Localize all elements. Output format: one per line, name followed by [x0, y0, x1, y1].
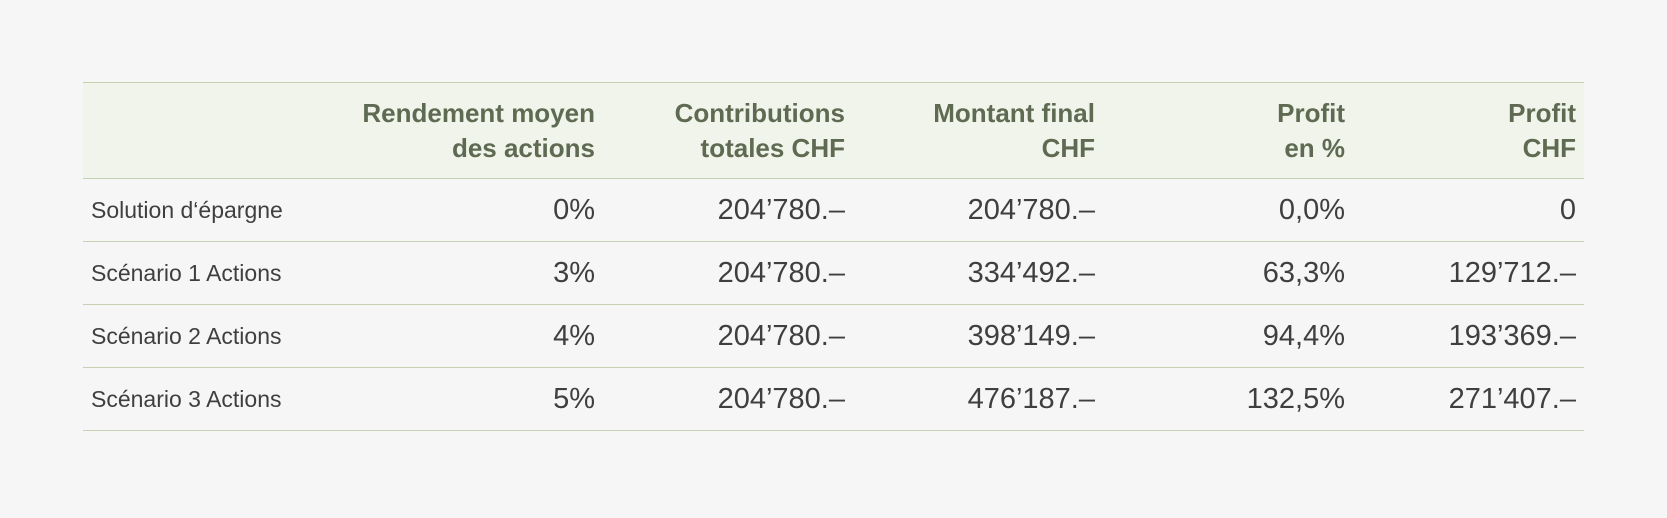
row-label: Scénario 1 Actions [83, 241, 333, 305]
header-line: en % [1284, 132, 1345, 163]
cell-total-contributions: 204’780.– [603, 241, 853, 305]
table-row: Scénario 3 Actions 5% 204’780.– 476’187.… [83, 367, 1584, 431]
cell-profit-percent: 63,3% [1103, 241, 1353, 305]
cell-profit-percent: 132,5% [1103, 367, 1353, 431]
table-row: Scénario 1 Actions 3% 204’780.– 334’492.… [83, 241, 1584, 305]
header-average-return: Rendement moyen des actions [333, 82, 603, 179]
comparison-table-container: Rendement moyen des actions Contribution… [83, 82, 1584, 431]
cell-profit-percent: 0,0% [1103, 178, 1353, 242]
table-header-row: Rendement moyen des actions Contribution… [83, 82, 1584, 179]
header-line: CHF [1522, 132, 1576, 163]
header-empty-cell [83, 82, 333, 179]
cell-total-contributions: 204’780.– [603, 304, 853, 368]
row-label: Scénario 2 Actions [83, 304, 333, 368]
cell-average-return: 0% [333, 178, 603, 242]
header-total-contributions: Contributions totales CHF [603, 82, 853, 179]
header-line: Profit [1277, 97, 1345, 128]
header-line: CHF [1041, 132, 1095, 163]
cell-profit-chf: 193’369.– [1353, 304, 1584, 368]
cell-profit-chf: 271’407.– [1353, 367, 1584, 431]
cell-average-return: 3% [333, 241, 603, 305]
cell-profit-chf: 0 [1353, 178, 1584, 242]
cell-final-amount: 204’780.– [853, 178, 1103, 242]
cell-average-return: 4% [333, 304, 603, 368]
header-profit-chf: Profit CHF [1353, 82, 1584, 179]
cell-total-contributions: 204’780.– [603, 367, 853, 431]
row-label: Scénario 3 Actions [83, 367, 333, 431]
cell-profit-percent: 94,4% [1103, 304, 1353, 368]
header-line: Montant final [933, 97, 1095, 128]
table-row: Solution d‘épargne 0% 204’780.– 204’780.… [83, 178, 1584, 242]
cell-profit-chf: 129’712.– [1353, 241, 1584, 305]
header-final-amount: Montant final CHF [853, 82, 1103, 179]
header-line: des actions [451, 132, 595, 163]
header-line: Profit [1508, 97, 1576, 128]
table-row: Scénario 2 Actions 4% 204’780.– 398’149.… [83, 304, 1584, 368]
cell-final-amount: 398’149.– [853, 304, 1103, 368]
cell-final-amount: 476’187.– [853, 367, 1103, 431]
cell-average-return: 5% [333, 367, 603, 431]
cell-total-contributions: 204’780.– [603, 178, 853, 242]
header-profit-percent: Profit en % [1103, 82, 1353, 179]
header-line: totales CHF [700, 132, 845, 163]
cell-final-amount: 334’492.– [853, 241, 1103, 305]
row-label: Solution d‘épargne [83, 178, 333, 242]
savings-comparison-table: Rendement moyen des actions Contribution… [83, 82, 1584, 431]
header-line: Contributions [674, 97, 845, 128]
header-line: Rendement moyen [362, 97, 595, 128]
